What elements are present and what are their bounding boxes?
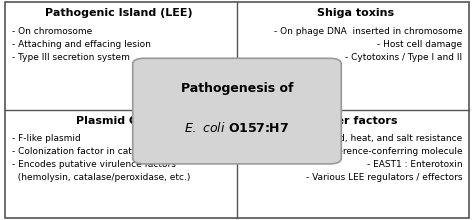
Text: Other factors: Other factors [314,116,397,125]
FancyBboxPatch shape [5,2,469,218]
Text: Shiga toxins: Shiga toxins [317,8,394,18]
Text: - RpoS : acid, heat, and salt resistance
- Iha: Adherence-conferring molecule
- : - RpoS : acid, heat, and salt resistance… [288,134,462,182]
Text: Pathogenesis of: Pathogenesis of [181,81,293,95]
Text: Plasmid O157: Plasmid O157 [76,116,161,125]
FancyBboxPatch shape [133,58,341,164]
Text: - On chromosome
- Attaching and effacing lesion
- Type III secretion system: - On chromosome - Attaching and effacing… [12,28,151,62]
Text: $\it{E.\ coli}$ O157:H7: $\it{E.\ coli}$ O157:H7 [184,121,290,135]
Text: - On phage DNA  inserted in chromosome
- Host cell damage
- Cytotoxins / Type I : - On phage DNA inserted in chromosome - … [273,28,462,62]
Text: Pathogenic Island (LEE): Pathogenic Island (LEE) [45,8,192,18]
Text: - F-like plasmid
- Colonization factor in cattle
- Encodes putative virulence fa: - F-like plasmid - Colonization factor i… [12,134,190,182]
